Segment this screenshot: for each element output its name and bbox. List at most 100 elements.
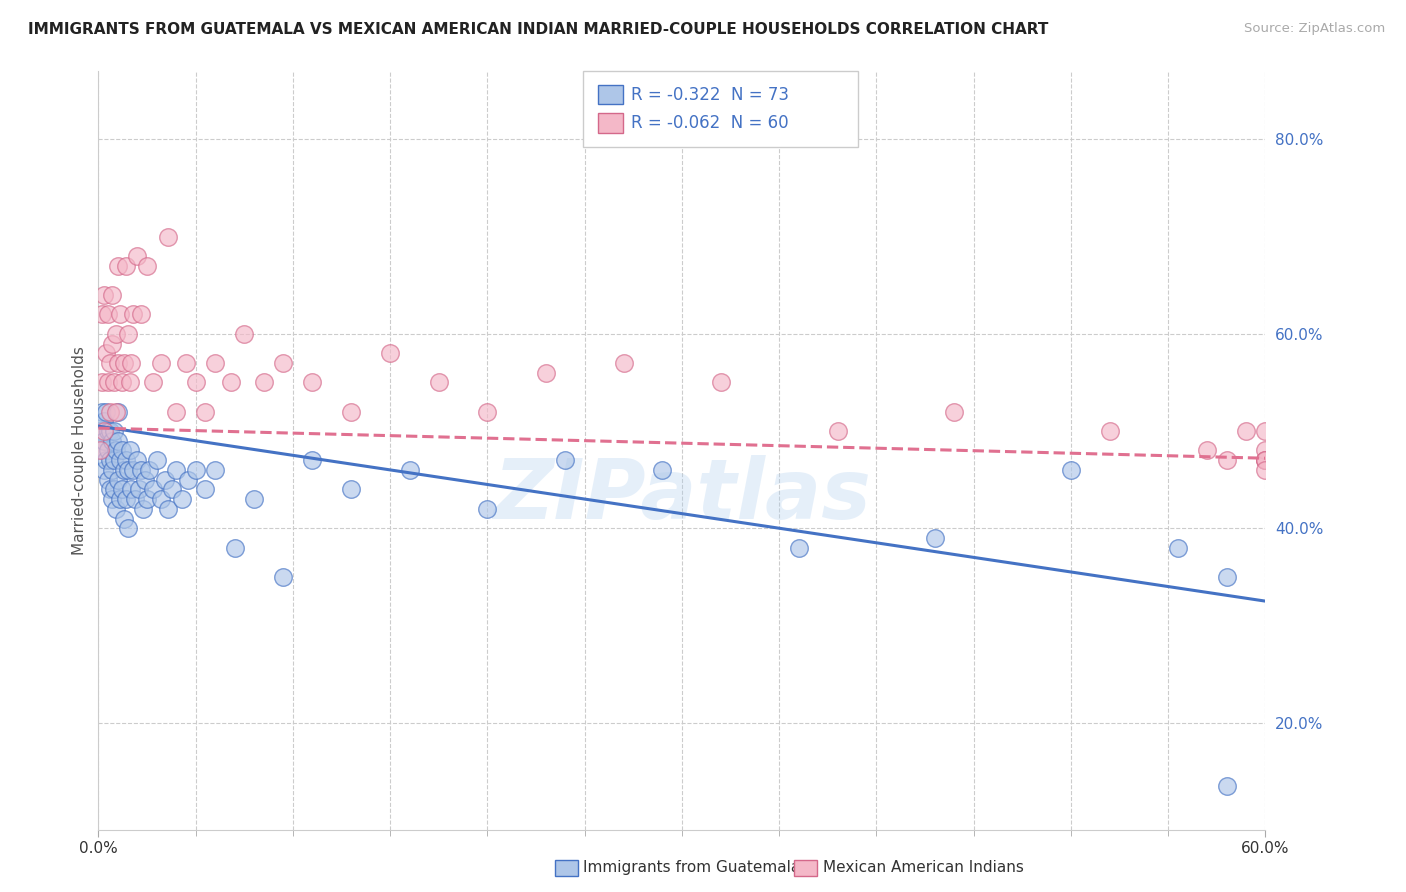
Point <box>101 336 124 351</box>
Point <box>121 483 143 497</box>
Point <box>97 473 120 487</box>
Point <box>108 453 131 467</box>
Point <box>1195 443 1218 458</box>
Point <box>1215 453 1237 467</box>
Point <box>157 229 180 244</box>
Point <box>142 376 165 390</box>
Point <box>96 453 118 467</box>
Point <box>89 424 111 438</box>
Point <box>114 491 136 506</box>
Y-axis label: Married-couple Households: Married-couple Households <box>72 346 87 555</box>
Point <box>651 463 673 477</box>
Point <box>122 463 145 477</box>
Text: ZIPatlas: ZIPatlas <box>494 456 870 536</box>
Point <box>98 453 121 467</box>
Point <box>103 376 125 390</box>
Point <box>165 404 187 418</box>
Point <box>118 443 141 458</box>
Point <box>91 307 114 321</box>
Point <box>103 483 125 497</box>
Point <box>149 491 172 506</box>
Point <box>128 483 150 497</box>
Point <box>184 376 207 390</box>
Point <box>132 501 155 516</box>
Point <box>129 463 152 477</box>
Point <box>243 491 266 506</box>
Point <box>1254 453 1277 467</box>
Point <box>97 376 120 390</box>
Point <box>1234 424 1257 438</box>
Text: Source: ZipAtlas.com: Source: ZipAtlas.com <box>1244 22 1385 36</box>
Point <box>177 473 200 487</box>
Point <box>91 443 114 458</box>
Point <box>93 463 115 477</box>
Point <box>271 356 294 370</box>
Point <box>1254 453 1277 467</box>
Point <box>827 424 849 438</box>
Point <box>204 356 226 370</box>
Point <box>121 356 143 370</box>
Point <box>89 443 111 458</box>
Point <box>93 424 115 438</box>
Point <box>104 501 127 516</box>
Point <box>157 501 180 516</box>
Point <box>112 463 135 477</box>
Point <box>98 483 121 497</box>
Point <box>98 404 121 418</box>
Point <box>103 424 125 438</box>
Point <box>138 463 160 477</box>
Point <box>111 443 134 458</box>
Point <box>117 521 139 535</box>
Text: R = -0.322  N = 73: R = -0.322 N = 73 <box>631 86 789 103</box>
Point <box>107 434 129 448</box>
Point <box>93 414 115 428</box>
Point <box>534 366 557 380</box>
Text: Mexican American Indians: Mexican American Indians <box>823 861 1024 875</box>
Point <box>184 463 207 477</box>
Point <box>787 541 810 555</box>
Text: Immigrants from Guatemala: Immigrants from Guatemala <box>583 861 801 875</box>
Point <box>124 491 146 506</box>
Point <box>91 376 114 390</box>
Point <box>93 434 115 448</box>
Point <box>117 463 139 477</box>
Point <box>101 434 124 448</box>
Point <box>427 376 450 390</box>
Text: IMMIGRANTS FROM GUATEMALA VS MEXICAN AMERICAN INDIAN MARRIED-COUPLE HOUSEHOLDS C: IMMIGRANTS FROM GUATEMALA VS MEXICAN AME… <box>28 22 1049 37</box>
Point <box>194 483 217 497</box>
Point <box>1254 453 1277 467</box>
Point <box>1215 779 1237 793</box>
Point <box>111 376 134 390</box>
Point <box>224 541 246 555</box>
Point <box>118 376 141 390</box>
Point <box>98 356 121 370</box>
Point <box>91 404 114 418</box>
Point <box>122 307 145 321</box>
Point <box>112 511 135 525</box>
Point <box>107 356 129 370</box>
Point <box>340 483 363 497</box>
Point <box>127 453 149 467</box>
Point <box>108 491 131 506</box>
Point <box>1254 463 1277 477</box>
Point <box>111 483 134 497</box>
Point <box>129 307 152 321</box>
Point <box>924 531 946 545</box>
Point <box>104 404 127 418</box>
Point <box>340 404 363 418</box>
Point <box>1254 424 1277 438</box>
Point <box>97 443 120 458</box>
Point <box>97 424 120 438</box>
Point <box>219 376 242 390</box>
Point <box>114 453 136 467</box>
Point <box>710 376 733 390</box>
Point <box>477 501 499 516</box>
Point <box>117 326 139 341</box>
Point <box>136 491 159 506</box>
Point <box>165 463 187 477</box>
Point <box>613 356 636 370</box>
Point <box>162 483 184 497</box>
Point <box>101 463 124 477</box>
Point <box>101 288 124 302</box>
Point <box>204 463 226 477</box>
